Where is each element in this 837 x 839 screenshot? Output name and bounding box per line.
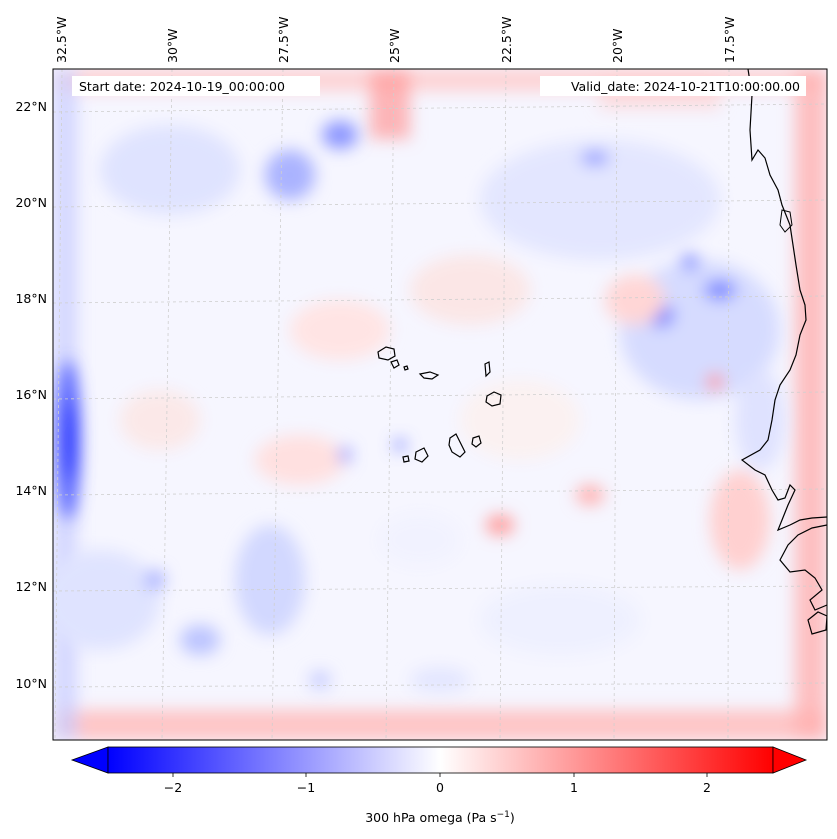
omega-field bbox=[53, 69, 827, 740]
colorbar-label-main: 300 hPa omega (Pa s bbox=[365, 810, 496, 825]
lat-label: 14°N bbox=[15, 483, 47, 498]
island-fogo bbox=[414, 447, 429, 463]
colorbar-label-superscript: −1 bbox=[497, 810, 510, 820]
lon-label: 22.5°W bbox=[499, 17, 514, 63]
lat-label: 20°N bbox=[15, 195, 47, 210]
gridlines bbox=[53, 69, 827, 740]
lon-label: 27.5°W bbox=[276, 17, 291, 63]
lat-label: 10°N bbox=[15, 676, 47, 691]
colorbar: −2 −1 0 1 2 300 hPa omega (Pa s−1) bbox=[70, 746, 808, 825]
latitude-labels: 22°N 20°N 18°N 16°N 14°N 12°N 10°N bbox=[15, 99, 47, 691]
colorbar-ticks bbox=[172, 773, 708, 777]
start-date-label: Start date: 2024-10-19_00:00:00 bbox=[79, 79, 285, 94]
island-maio bbox=[471, 435, 482, 448]
island-sao-vicente bbox=[390, 359, 400, 369]
island-brava bbox=[402, 455, 410, 463]
omega-blobs bbox=[53, 121, 785, 692]
cape-verde-islands bbox=[377, 346, 502, 463]
island-sao-nicolau bbox=[418, 371, 440, 380]
island-boa-vista bbox=[485, 391, 502, 407]
island-sal bbox=[484, 361, 491, 378]
longitude-labels: 32.5°W 30°W 27.5°W 25°W 22.5°W 20°W 17.5… bbox=[54, 17, 737, 63]
lat-label: 22°N bbox=[15, 99, 47, 114]
african-coastline bbox=[740, 69, 827, 532]
start-date-box bbox=[72, 76, 320, 96]
lat-label: 16°N bbox=[15, 387, 47, 402]
lon-label: 17.5°W bbox=[722, 17, 737, 63]
lon-label: 20°W bbox=[610, 28, 625, 63]
colorbar-tick-label: 2 bbox=[703, 780, 711, 795]
colorbar-tick-label: −1 bbox=[297, 780, 315, 795]
colorbar-label-close: ) bbox=[510, 810, 515, 825]
lat-label: 12°N bbox=[15, 579, 47, 594]
colorbar-tick-label: 1 bbox=[570, 780, 578, 795]
lon-label: 30°W bbox=[165, 28, 180, 63]
lat-label: 18°N bbox=[15, 291, 47, 306]
colorbar-tick-label: −2 bbox=[164, 780, 182, 795]
valid-date-label: Valid_date: 2024-10-21T10:00:00.00 bbox=[571, 79, 800, 94]
colorbar-tick-label: 0 bbox=[436, 780, 444, 795]
island-santo-antao bbox=[377, 346, 396, 361]
colorbar-label: 300 hPa omega (Pa s−1) bbox=[365, 810, 515, 825]
lon-label: 25°W bbox=[387, 28, 402, 63]
island-santiago bbox=[448, 433, 466, 458]
island-santa-luzia bbox=[403, 365, 409, 371]
colorbar-gradient bbox=[107, 746, 774, 774]
colorbar-extend-right bbox=[772, 746, 808, 774]
valid-date-box bbox=[540, 76, 806, 96]
lon-label: 32.5°W bbox=[54, 17, 69, 63]
coastal-inlet bbox=[779, 209, 793, 233]
colorbar-extend-left bbox=[70, 746, 109, 774]
map-frame bbox=[52, 68, 828, 741]
